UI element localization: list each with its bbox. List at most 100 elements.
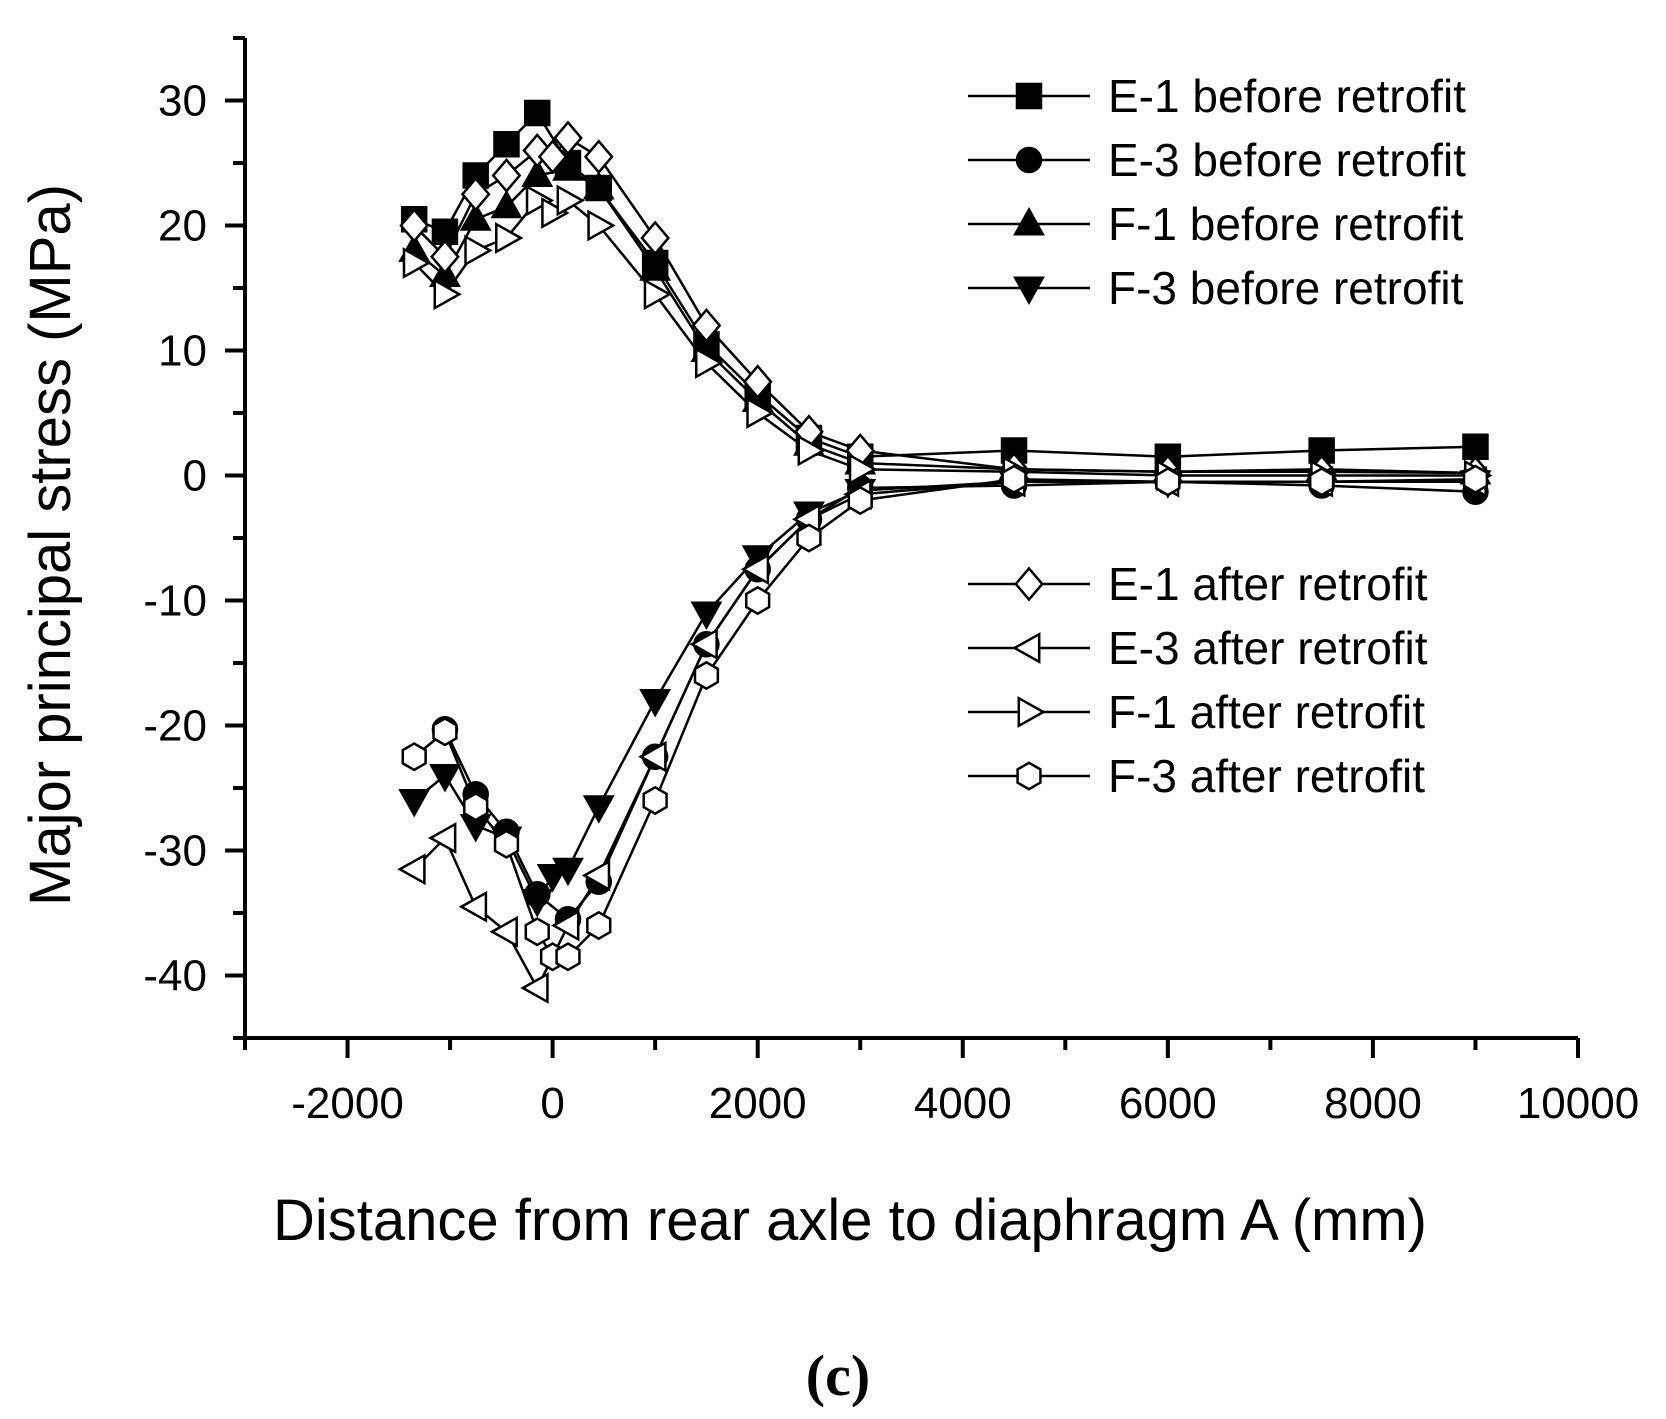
data-point [691,307,722,344]
x-tick-label: 6000 [1119,1079,1217,1128]
data-point [429,764,461,793]
x-tick-label: 4000 [914,1079,1012,1128]
data-point [1308,437,1335,464]
y-tick-label: -30 [143,827,207,876]
legend-item: F-3 before retrofit [968,262,1464,314]
legend-item: F-1 before retrofit [968,198,1464,250]
data-point [427,822,457,854]
legend-item: E-1 after retrofit [968,558,1428,610]
series-line [413,110,1476,459]
data-point [490,189,523,219]
data-point [1155,467,1181,497]
legend-label: E-1 before retrofit [1108,70,1466,122]
data-point [797,434,826,467]
legend-label: F-1 after retrofit [1108,686,1425,738]
data-point [459,202,492,231]
data-point [491,157,522,194]
legend-label: F-3 before retrofit [1108,262,1464,314]
data-point [583,139,614,175]
legend-swatch-marker [1015,82,1043,110]
y-tick-label: 0 [183,452,207,501]
legend-label: F-3 after retrofit [1108,750,1425,802]
data-point [493,829,520,859]
data-point [642,785,668,816]
data-point [740,553,770,586]
data-point [398,789,431,818]
data-point [521,158,554,187]
x-tick-label: 2000 [709,1079,807,1128]
data-point [638,740,667,773]
y-tick-label: -10 [143,577,207,626]
data-point [586,910,612,941]
y-tick-label: 30 [158,77,207,126]
data-point [556,184,585,217]
data-point [399,207,430,244]
data-point [1462,433,1489,460]
data-point [643,278,673,311]
data-point [639,252,672,281]
data-point [523,99,551,127]
data-point [495,222,524,254]
data-point [397,853,426,886]
data-point [582,795,615,824]
data-point [555,942,581,972]
y-tick-label: -40 [143,952,207,1001]
legend-swatch-marker [1017,696,1046,728]
series-layer [397,99,1493,1004]
legend-swatch-marker [1014,566,1044,602]
data-point [639,689,672,718]
legend-swatch-marker [1013,276,1045,305]
x-tick-label: 8000 [1324,1079,1422,1128]
data-point [745,585,771,616]
legend: E-1 before retrofit E-3 before retrofit F-… [968,70,1466,802]
data-point [693,660,720,691]
legend-item: F-1 after retrofit [968,686,1425,738]
data-point [489,915,518,948]
data-point [521,889,554,918]
legend-label: E-3 before retrofit [1108,134,1466,186]
series-f-3-after-retrofit [401,464,1489,972]
data-point [463,792,489,822]
legend-swatch-marker [1015,146,1043,174]
legend-label: E-3 after retrofit [1108,622,1428,674]
data-point [640,220,670,256]
data-point [493,131,520,158]
data-point [796,523,822,553]
data-point [587,209,616,242]
legend-item: E-1 before retrofit [968,70,1466,122]
legend-swatch-marker [1013,207,1045,236]
x-tick-label: 0 [540,1079,564,1128]
axes: -2000 0 2000 4000 6000 8000 10000 30 20 10 0 -10 -20… [143,36,1639,1128]
data-point [847,485,873,516]
caption-open: ( [806,1343,825,1408]
data-point [520,972,549,1004]
data-point [848,453,878,486]
data-point [553,120,583,156]
data-point [582,171,615,200]
data-point [551,909,580,942]
x-tick-label: 10000 [1517,1079,1639,1128]
y-axis-title: Major principal stress (MPa) [18,184,83,906]
legend-item: E-3 after retrofit [968,622,1428,674]
data-point [537,139,568,175]
data-point [464,234,493,267]
legend-swatch-marker [1012,632,1041,664]
data-point [742,364,773,400]
data-point [525,184,555,217]
data-point [458,890,488,923]
legend-swatch-marker [1016,761,1042,791]
legend-item: E-3 before retrofit [968,134,1466,186]
data-point [541,197,570,229]
data-point [746,397,775,429]
data-point [1001,464,1027,494]
data-point [536,864,569,893]
figure-caption: (c) [806,1343,870,1408]
data-point [1462,464,1489,494]
data-point [402,247,432,279]
legend-item: F-3 after retrofit [968,750,1425,802]
caption-letter: c [825,1343,851,1408]
y-tick-label: 10 [158,327,207,376]
data-point [581,859,611,892]
y-tick-label: 20 [158,202,207,251]
